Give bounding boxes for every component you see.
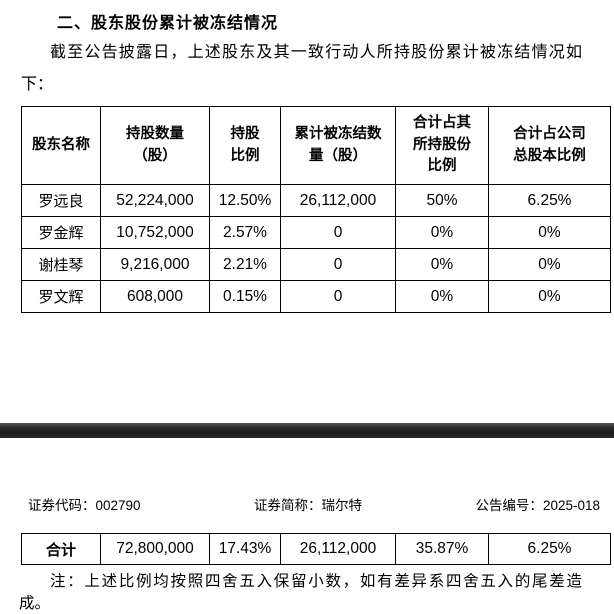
cell-shares-held: 10,752,000 xyxy=(100,216,210,249)
cell-ratio-of-total: 0% xyxy=(488,248,611,281)
page-break-bar xyxy=(0,423,614,438)
cell-total-frozen-amount: 26,112,000 xyxy=(280,533,396,565)
total-row: 合计 72,800,000 17.43% 26,112,000 35.87% 6… xyxy=(21,533,611,565)
header-ratio-of-held: 合计占其 所持股份 比例 xyxy=(395,106,489,185)
cell-total-ratio-of-held: 35.87% xyxy=(395,533,489,565)
cell-total-holding-ratio: 17.43% xyxy=(209,533,281,565)
note-line2: 成。 xyxy=(19,595,51,612)
cell-ratio-of-held: 0% xyxy=(395,280,489,313)
cell-holding-ratio: 0.15% xyxy=(209,280,281,313)
intro-paragraph-line1: 截至公告披露日，上述股东及其一致行动人所持股份累计被冻结情况如 xyxy=(50,44,582,61)
cell-ratio-of-held: 50% xyxy=(395,184,489,217)
frozen-shares-table: 股东名称 持股数量 （股） 持股 比例 累计被冻结数 量（股） 合计占其 所持股份 比例 … xyxy=(21,106,611,313)
cell-total-shares-held: 72,800,000 xyxy=(100,533,210,565)
cell-frozen-amount: 0 xyxy=(280,216,396,249)
cell-frozen-amount: 0 xyxy=(280,280,396,313)
cell-holding-ratio: 2.21% xyxy=(209,248,281,281)
doc-header-line: 证券代码：002790 证券简称：瑞尔特 公告编号：2025-018 xyxy=(28,494,600,514)
table-row: 罗金辉 10,752,000 2.57% 0 0% 0% xyxy=(21,216,611,249)
header-shares-held: 持股数量 （股） xyxy=(100,106,210,185)
section-title: 二、股东股份累计被冻结情况 xyxy=(57,15,279,32)
header-ratio-of-total: 合计占公司 总股本比例 xyxy=(488,106,611,185)
cell-ratio-of-total: 0% xyxy=(488,216,611,249)
announcement-number: 公告编号：2025-018 xyxy=(475,498,600,513)
header-frozen-amount: 累计被冻结数 量（股） xyxy=(280,106,396,185)
cell-ratio-of-total: 6.25% xyxy=(488,184,611,217)
intro-paragraph-line2: 下： xyxy=(21,76,54,93)
table-row: 罗文辉 608,000 0.15% 0 0% 0% xyxy=(21,280,611,313)
cell-shares-held: 9,216,000 xyxy=(100,248,210,281)
cell-ratio-of-held: 0% xyxy=(395,216,489,249)
note-line1: 注：上述比例均按照四舍五入保留小数，如有差异系四舍五入的尾差造 xyxy=(50,573,582,590)
cell-ratio-of-held: 0% xyxy=(395,248,489,281)
cell-total-ratio-of-total: 6.25% xyxy=(488,533,611,565)
cell-shareholder-name: 罗文辉 xyxy=(21,280,101,313)
cell-shareholder-name: 罗远良 xyxy=(21,184,101,217)
total-row-table: 合计 72,800,000 17.43% 26,112,000 35.87% 6… xyxy=(21,533,611,565)
cell-total-label: 合计 xyxy=(21,533,101,565)
security-code: 证券代码：002790 xyxy=(28,498,141,513)
cell-frozen-amount: 26,112,000 xyxy=(280,184,396,217)
cell-frozen-amount: 0 xyxy=(280,248,396,281)
cell-holding-ratio: 12.50% xyxy=(209,184,281,217)
cell-shares-held: 608,000 xyxy=(100,280,210,313)
header-holding-ratio: 持股 比例 xyxy=(209,106,281,185)
cell-holding-ratio: 2.57% xyxy=(209,216,281,249)
cell-shareholder-name: 谢桂琴 xyxy=(21,248,101,281)
table-row: 罗远良 52,224,000 12.50% 26,112,000 50% 6.2… xyxy=(21,184,611,217)
cell-shareholder-name: 罗金辉 xyxy=(21,216,101,249)
table-row: 谢桂琴 9,216,000 2.21% 0 0% 0% xyxy=(21,248,611,281)
table-header-row: 股东名称 持股数量 （股） 持股 比例 累计被冻结数 量（股） 合计占其 所持股份 比例 … xyxy=(21,106,611,185)
cell-shares-held: 52,224,000 xyxy=(100,184,210,217)
security-name: 证券简称：瑞尔特 xyxy=(254,498,362,513)
cell-ratio-of-total: 0% xyxy=(488,280,611,313)
header-shareholder-name: 股东名称 xyxy=(21,106,101,185)
